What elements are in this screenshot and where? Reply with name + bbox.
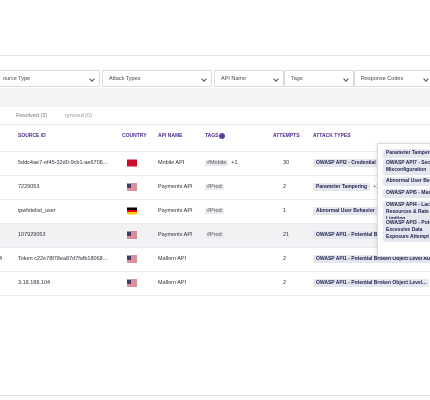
attempts: 2: [283, 184, 287, 190]
tag-chip: #Prod: [205, 208, 224, 214]
filter-label: API Name: [221, 76, 247, 82]
attempts: 2: [283, 256, 287, 262]
tag: #Mobile +1: [205, 159, 238, 167]
source-id: 3.18.188.104: [18, 280, 51, 286]
api-name: Mallorn API: [158, 256, 187, 262]
attack-badge: Abnormal User Behavior: [313, 207, 378, 215]
chevron: [89, 76, 95, 82]
attack-types: OWASP API1 - Potential Broken Object Lev…: [313, 255, 430, 263]
column-header[interactable]: ATTACK TYPES: [313, 133, 351, 139]
attack-types: Abnormal User Behavior: [313, 207, 378, 215]
filter-dropdown[interactable]: Tags: [284, 70, 354, 87]
tag-more[interactable]: +1: [231, 160, 238, 166]
divider: [0, 247, 430, 248]
api-name: Payments API: [158, 208, 193, 214]
filter-label: Response Codes: [361, 76, 404, 82]
divider: [0, 55, 430, 56]
source-id: 7229053: [18, 184, 40, 190]
filter-dropdown[interactable]: ource Type: [0, 70, 100, 87]
country-flag: [127, 159, 137, 167]
column-header[interactable]: SOURCE ID: [18, 133, 46, 139]
info-icon[interactable]: [219, 133, 225, 139]
country-flag: [127, 279, 137, 287]
chevron: [423, 76, 429, 82]
api-name: Mallorn API: [158, 280, 187, 286]
attack-badge: OWASP API1 - Potential Broken Object Lev…: [313, 231, 430, 239]
tag: #Prod: [205, 207, 224, 215]
attempts: 21: [283, 232, 290, 238]
tab[interactable]: Ignored (0): [65, 113, 92, 119]
divider: [0, 199, 430, 200]
filter-label: Tags: [291, 76, 303, 82]
popup-item: OWASP API7 - Security Misconfiguration: [383, 159, 430, 175]
divider: [0, 175, 430, 176]
attack-more[interactable]: +2: [373, 184, 379, 190]
chevron: [201, 76, 207, 82]
chevron: [273, 76, 279, 82]
divider: [0, 395, 430, 396]
api-name: Payments API: [158, 184, 193, 190]
source-id: Token c22e78f78ea87d7fafb18068...: [18, 256, 108, 262]
tag: #Prod: [205, 183, 224, 191]
tag-chip: #Prod: [205, 184, 224, 190]
divider: [0, 295, 430, 296]
attempts: 30: [283, 160, 290, 166]
attack-types: OWASP API1 - Potential Broken Object Lev…: [313, 279, 430, 287]
filter-dropdown[interactable]: Response Codes: [354, 70, 430, 87]
attempts: 1: [283, 208, 287, 214]
filter-label: Attack Types: [109, 76, 141, 82]
country-flag: [127, 207, 137, 215]
divider: [0, 151, 430, 152]
api-name: Mobile API: [158, 160, 185, 166]
popup-item: Abnormal User Behavior: [383, 177, 430, 186]
divider: [0, 271, 430, 272]
attack-badge: OWASP API2 - Credential Stu: [313, 159, 389, 167]
popup-item: Parameter Tampering: [383, 149, 430, 158]
country-flag: [127, 183, 137, 191]
popup-item: OWASP API5 - Mass a: [383, 189, 430, 198]
tab[interactable]: Resolved (3): [16, 113, 48, 119]
filter-dropdown[interactable]: Attack Types: [102, 70, 212, 87]
filter-label: ource Type: [3, 76, 31, 82]
attack-types: Parameter Tampering+2: [313, 183, 379, 191]
source-id: 107929053: [18, 232, 46, 238]
chevron: [343, 76, 349, 82]
country-flag: [127, 231, 137, 239]
row-index: 4: [0, 256, 3, 262]
toolbar-band: [0, 88, 430, 107]
attack-types-popup: Parameter Tampering OWASP API7 - Securit…: [377, 143, 430, 257]
attack-types: OWASP API2 - Credential Stu: [313, 159, 389, 167]
divider: [0, 124, 430, 125]
source-id: 5ddc4ae7-ef45-32d0-9cb1-ae6708...: [18, 160, 108, 166]
divider: [0, 223, 430, 224]
attack-types: OWASP API1 - Potential Broken Object Lev…: [313, 231, 430, 239]
column-header[interactable]: ATTEMPTS: [273, 133, 300, 139]
attack-badge: OWASP API1 - Potential Broken Object Lev…: [313, 279, 430, 287]
api-name: Payments API: [158, 232, 193, 238]
tag-chip: #Mobile: [205, 160, 229, 166]
country-flag: [127, 255, 137, 263]
column-header[interactable]: API NAME: [158, 133, 183, 139]
attack-badge: OWASP API1 - Potential Broken Object Lev…: [313, 255, 430, 263]
attempts: 2: [283, 280, 287, 286]
source-id: ipwhitelist_user: [18, 208, 56, 214]
popup-item: OWASP API3 - Potential Excessive Data Ex…: [383, 219, 430, 242]
column-header[interactable]: COUNTRY: [122, 133, 147, 139]
filter-dropdown[interactable]: API Name: [214, 70, 284, 87]
tag: #Prod: [205, 231, 224, 239]
column-header[interactable]: TAGS: [205, 133, 219, 139]
attack-badge: Parameter Tampering: [313, 183, 371, 191]
tag-chip: #Prod: [205, 232, 224, 238]
